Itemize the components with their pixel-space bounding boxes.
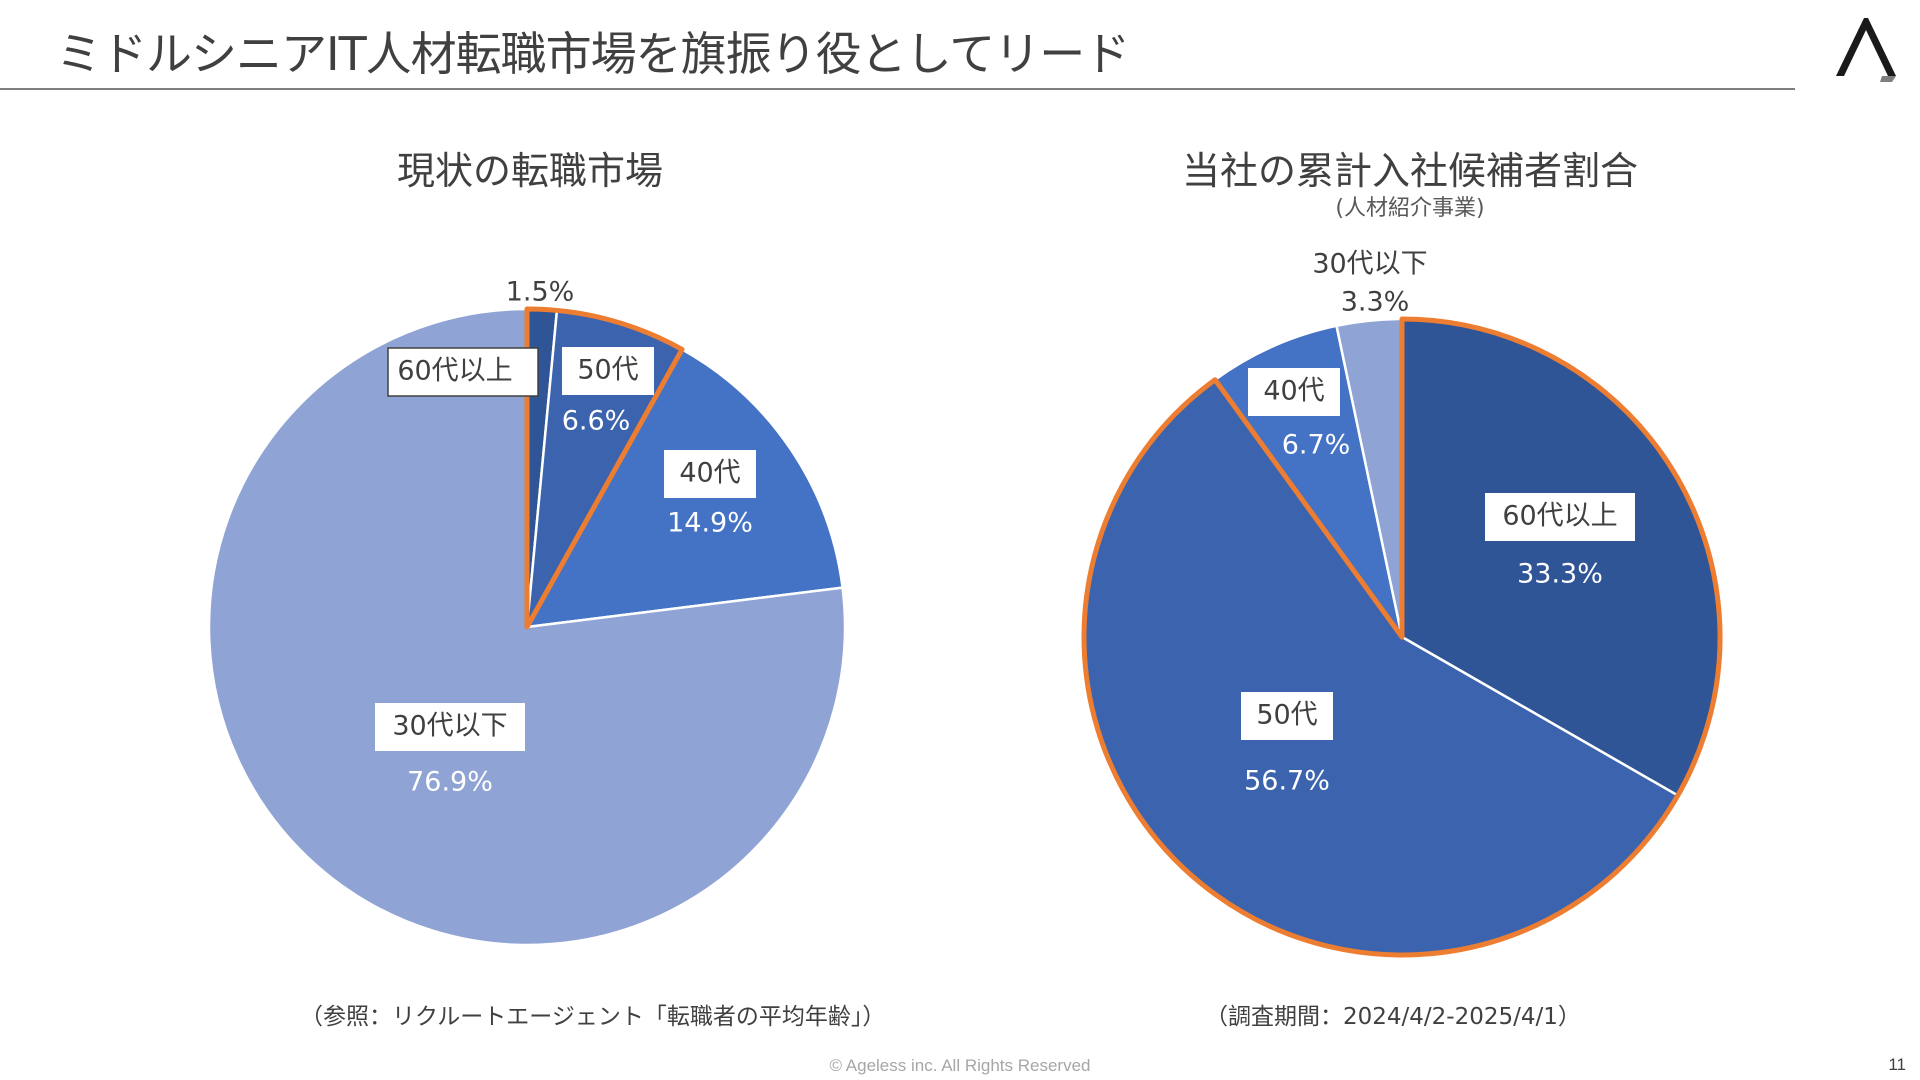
left-percent-label-40s: 14.9% <box>667 508 753 539</box>
right-percent-label-50s: 56.7% <box>1244 766 1330 797</box>
right-label-box-50s <box>1241 692 1333 740</box>
right-pie-chart: 60代以上 33.3% 50代 56.7% 40代 6.7% 30代以下 3.3% <box>1081 249 1723 958</box>
right-chart-title: 当社の累計入社候補者割合 <box>1181 149 1638 193</box>
right-period-note: （調査期間：2024/4/2-2025/4/1） <box>1205 1004 1581 1030</box>
left-percent-label-60s-plus: 1.5% <box>506 277 575 308</box>
right-category-label-40s: 40代 <box>1263 376 1324 407</box>
right-category-label-60s-plus: 60代以上 <box>1502 501 1617 532</box>
left-category-label-50s: 50代 <box>577 355 638 386</box>
title-divider <box>0 88 1795 90</box>
left-category-label-40s: 40代 <box>679 458 740 489</box>
left-source-note: （参照：リクルートエージェント「転職者の平均年齢」） <box>300 1004 886 1030</box>
left-label-box-30s-under <box>375 703 525 751</box>
right-category-label-30s-under: 30代以下 <box>1312 249 1427 280</box>
copyright-footer: © Ageless inc. All Rights Reserved <box>829 1056 1091 1075</box>
left-label-box-60s-plus <box>387 347 539 397</box>
left-pie-chart: 60代以上 1.5% 50代 6.6% 40代 14.9% 30代以下 76.9% <box>207 277 847 947</box>
right-label-box-60s-plus <box>1485 493 1635 541</box>
left-category-label-30s-under: 30代以下 <box>392 711 507 742</box>
right-label-box-40s <box>1248 368 1340 416</box>
left-highlight-outline <box>524 306 685 630</box>
left-label-box-50s <box>562 347 654 395</box>
left-category-label-60s-plus: 60代以上 <box>397 356 512 387</box>
right-percent-label-30s-under: 3.3% <box>1341 287 1410 318</box>
page-number: 11 <box>1888 1055 1906 1074</box>
left-percent-label-30s-under: 76.9% <box>407 767 493 798</box>
left-chart-title: 現状の転職市場 <box>396 149 663 193</box>
right-highlight-outline <box>1081 316 1723 958</box>
left-percent-label-50s: 6.6% <box>562 406 631 437</box>
right-category-label-50s: 50代 <box>1256 700 1317 731</box>
page-title: ミドルシニアIT人材転職市場を旗振り役としてリード <box>56 27 1130 81</box>
right-percent-label-60s-plus: 33.3% <box>1517 559 1603 590</box>
right-percent-label-40s: 6.7% <box>1282 430 1351 461</box>
left-label-box-40s <box>664 450 756 498</box>
ageless-logo-icon <box>1836 18 1896 82</box>
right-chart-subtitle: (人材紹介事業) <box>1335 196 1485 221</box>
